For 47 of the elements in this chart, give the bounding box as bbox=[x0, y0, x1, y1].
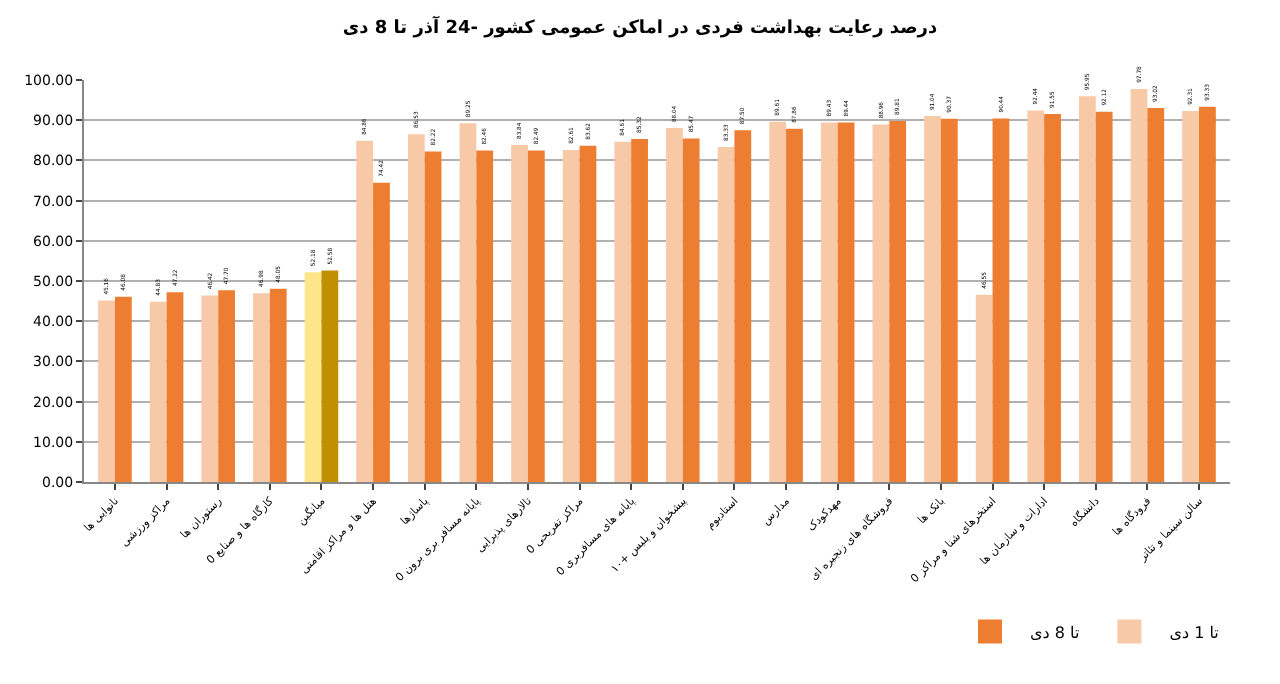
bar bbox=[304, 272, 322, 482]
bar bbox=[373, 182, 390, 482]
legend-label: تا 1 دی bbox=[1169, 623, 1219, 642]
bar bbox=[872, 124, 890, 482]
bar bbox=[614, 141, 632, 482]
bar bbox=[682, 138, 700, 482]
bar bbox=[820, 122, 838, 482]
bar bbox=[734, 130, 752, 482]
bar bbox=[579, 145, 597, 482]
bar bbox=[321, 270, 339, 482]
bar bbox=[459, 123, 477, 482]
bar bbox=[98, 300, 115, 482]
chart-title: درصد رعایت بهداشت فردی در اماکن عمومی کشور -24 آذر تا 8 دی bbox=[342, 15, 938, 40]
bar bbox=[356, 140, 374, 482]
bar bbox=[166, 292, 184, 482]
bar bbox=[1044, 113, 1061, 482]
bar bbox=[1079, 96, 1096, 482]
bar bbox=[889, 120, 907, 482]
bar bbox=[114, 296, 132, 482]
bar bbox=[992, 118, 1010, 482]
bar bbox=[940, 118, 958, 482]
bar bbox=[424, 151, 442, 482]
bar bbox=[201, 295, 219, 482]
bar bbox=[631, 139, 648, 482]
bar bbox=[717, 147, 735, 482]
bar bbox=[786, 128, 803, 482]
bar bbox=[1182, 110, 1200, 482]
bar bbox=[1095, 111, 1113, 482]
bar bbox=[837, 122, 855, 482]
bar bbox=[511, 144, 528, 482]
bar bbox=[975, 294, 993, 482]
bar bbox=[1130, 88, 1148, 482]
bar bbox=[1199, 106, 1216, 482]
bar bbox=[562, 149, 580, 482]
bar bbox=[527, 150, 545, 482]
bar bbox=[218, 290, 235, 482]
bar bbox=[149, 301, 167, 482]
bar bbox=[407, 134, 425, 482]
bar bbox=[924, 116, 941, 482]
bar bbox=[1147, 108, 1165, 482]
bar bbox=[269, 288, 287, 482]
bar bbox=[253, 293, 270, 482]
bar bbox=[666, 128, 683, 482]
bar bbox=[769, 121, 787, 482]
legend-label: تا 8 دی bbox=[1030, 623, 1080, 642]
bar bbox=[1027, 110, 1045, 482]
bar bbox=[476, 150, 494, 482]
